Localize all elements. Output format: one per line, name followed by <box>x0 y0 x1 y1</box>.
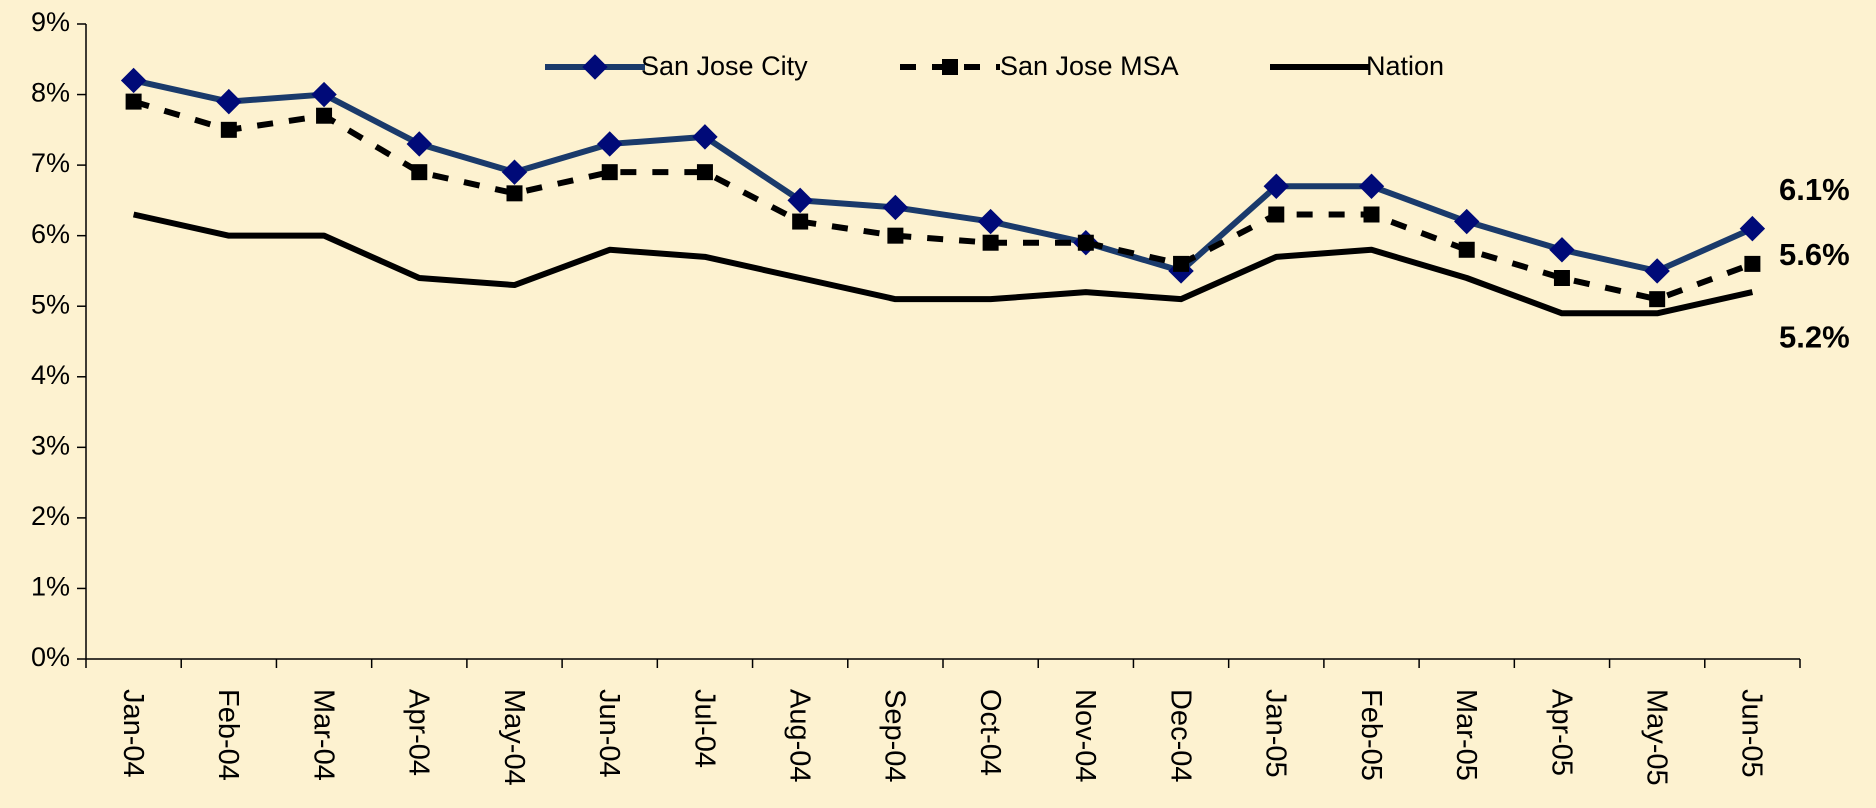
point <box>1077 234 1094 251</box>
x-tick-label: Nov-04 <box>1069 689 1101 783</box>
y-tick-label: 3% <box>31 430 70 460</box>
point <box>316 107 333 124</box>
point <box>1358 173 1385 199</box>
y-tick-label: 9% <box>31 7 70 37</box>
y-tick-label: 2% <box>31 501 70 531</box>
legend-label: San Jose MSA <box>1000 51 1179 81</box>
point <box>597 131 623 157</box>
point <box>692 124 718 150</box>
x-tick-label: Feb-04 <box>212 689 244 781</box>
x-tick-label: Jan-05 <box>1260 689 1292 778</box>
point <box>792 213 809 230</box>
x-tick-label: Jul-04 <box>688 689 720 768</box>
point <box>1649 291 1666 308</box>
x-tick-label: Apr-04 <box>403 689 435 776</box>
legend-label: San Jose City <box>641 51 808 81</box>
point <box>982 234 999 251</box>
y-tick-label: 6% <box>31 219 70 249</box>
point <box>787 187 813 214</box>
point <box>506 185 523 202</box>
point <box>501 159 528 185</box>
point <box>1744 255 1761 272</box>
x-tick-label: May-04 <box>498 689 530 786</box>
point <box>406 131 432 157</box>
point <box>1363 206 1380 223</box>
point <box>411 164 428 181</box>
series-line <box>132 98 1754 303</box>
y-tick-label: 7% <box>31 148 70 178</box>
point <box>120 67 147 94</box>
point <box>216 88 242 115</box>
x-tick-label: May-05 <box>1641 689 1673 786</box>
x-tick-label: Jun-05 <box>1736 689 1768 778</box>
point <box>1268 206 1285 223</box>
series-line <box>132 211 1754 317</box>
x-tick-label: Oct-04 <box>974 689 1006 776</box>
point <box>1739 215 1766 242</box>
x-tick-label: Dec-04 <box>1164 689 1196 783</box>
series-line <box>132 77 1754 274</box>
y-tick-label: 1% <box>31 572 70 602</box>
y-tick-label: 0% <box>31 642 70 672</box>
x-tick-label: Aug-04 <box>784 689 816 783</box>
data-label: 6.1% <box>1779 172 1850 207</box>
point <box>125 93 142 110</box>
point <box>220 121 237 138</box>
point <box>696 164 713 181</box>
x-tick-label: Mar-05 <box>1450 689 1482 781</box>
y-tick-label: 4% <box>31 360 70 390</box>
point <box>1173 255 1190 272</box>
point <box>1553 270 1570 286</box>
legend-marker <box>942 59 958 75</box>
point <box>1454 208 1480 235</box>
x-tick-label: Feb-05 <box>1355 689 1387 781</box>
point <box>601 164 618 181</box>
x-tick-label: Sep-04 <box>879 689 911 783</box>
point <box>1458 241 1475 258</box>
x-tick-label: Apr-05 <box>1545 689 1577 776</box>
x-tick-label: Jan-04 <box>117 689 149 778</box>
point <box>887 227 904 244</box>
y-tick-label: 5% <box>31 289 70 319</box>
data-label: 5.2% <box>1779 319 1850 354</box>
point <box>977 208 1004 235</box>
point <box>1263 173 1289 199</box>
x-tick-label: Jun-04 <box>593 689 625 778</box>
point <box>311 81 337 108</box>
point <box>882 194 909 221</box>
x-tick-label: Mar-04 <box>307 689 339 781</box>
legend-label: Nation <box>1366 51 1444 81</box>
point <box>1549 237 1575 263</box>
data-label: 5.6% <box>1779 237 1850 272</box>
y-tick-label: 8% <box>31 78 70 108</box>
point <box>1644 258 1670 284</box>
legend-marker <box>582 54 608 80</box>
